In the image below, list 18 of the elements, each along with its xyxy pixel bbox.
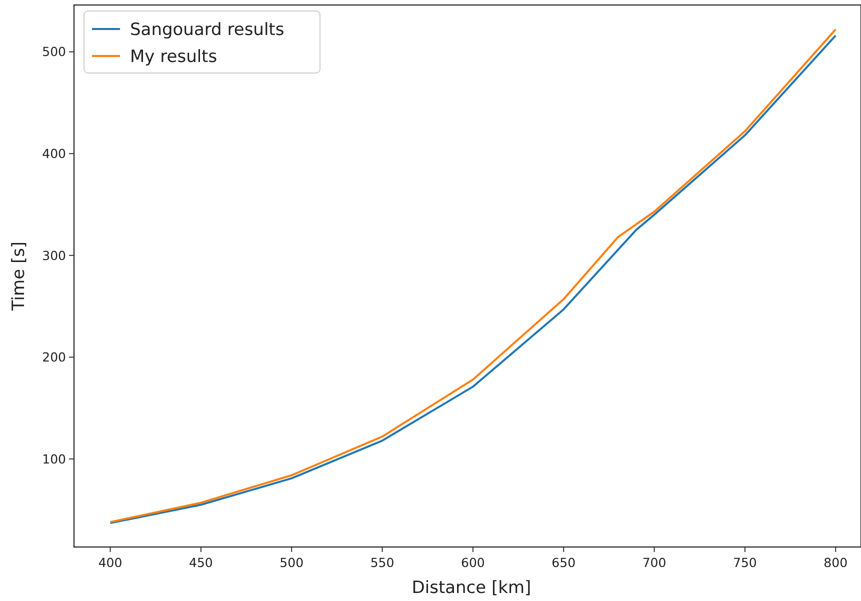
x-tick-label: 700 xyxy=(642,555,666,570)
legend-label: My results xyxy=(130,46,218,67)
x-tick-label: 400 xyxy=(98,555,122,570)
legend-label: Sangouard results xyxy=(130,20,284,40)
y-tick-label: 200 xyxy=(42,350,66,365)
x-tick-label: 600 xyxy=(461,555,485,570)
y-tick-label: 500 xyxy=(42,44,66,60)
x-tick-label: 650 xyxy=(552,555,576,570)
x-tick-label: 550 xyxy=(370,555,394,570)
y-tick-label: 400 xyxy=(42,146,66,161)
x-axis-title: Distance [km] xyxy=(412,578,532,598)
y-axis-title: Time [s] xyxy=(9,241,29,312)
x-tick-label: 750 xyxy=(733,555,757,570)
y-tick-label: 300 xyxy=(42,248,66,263)
y-tick-label: 100 xyxy=(42,451,66,466)
x-tick-label: 450 xyxy=(189,555,213,570)
x-tick-label: 500 xyxy=(280,555,304,570)
x-tick-label: 800 xyxy=(824,555,848,570)
